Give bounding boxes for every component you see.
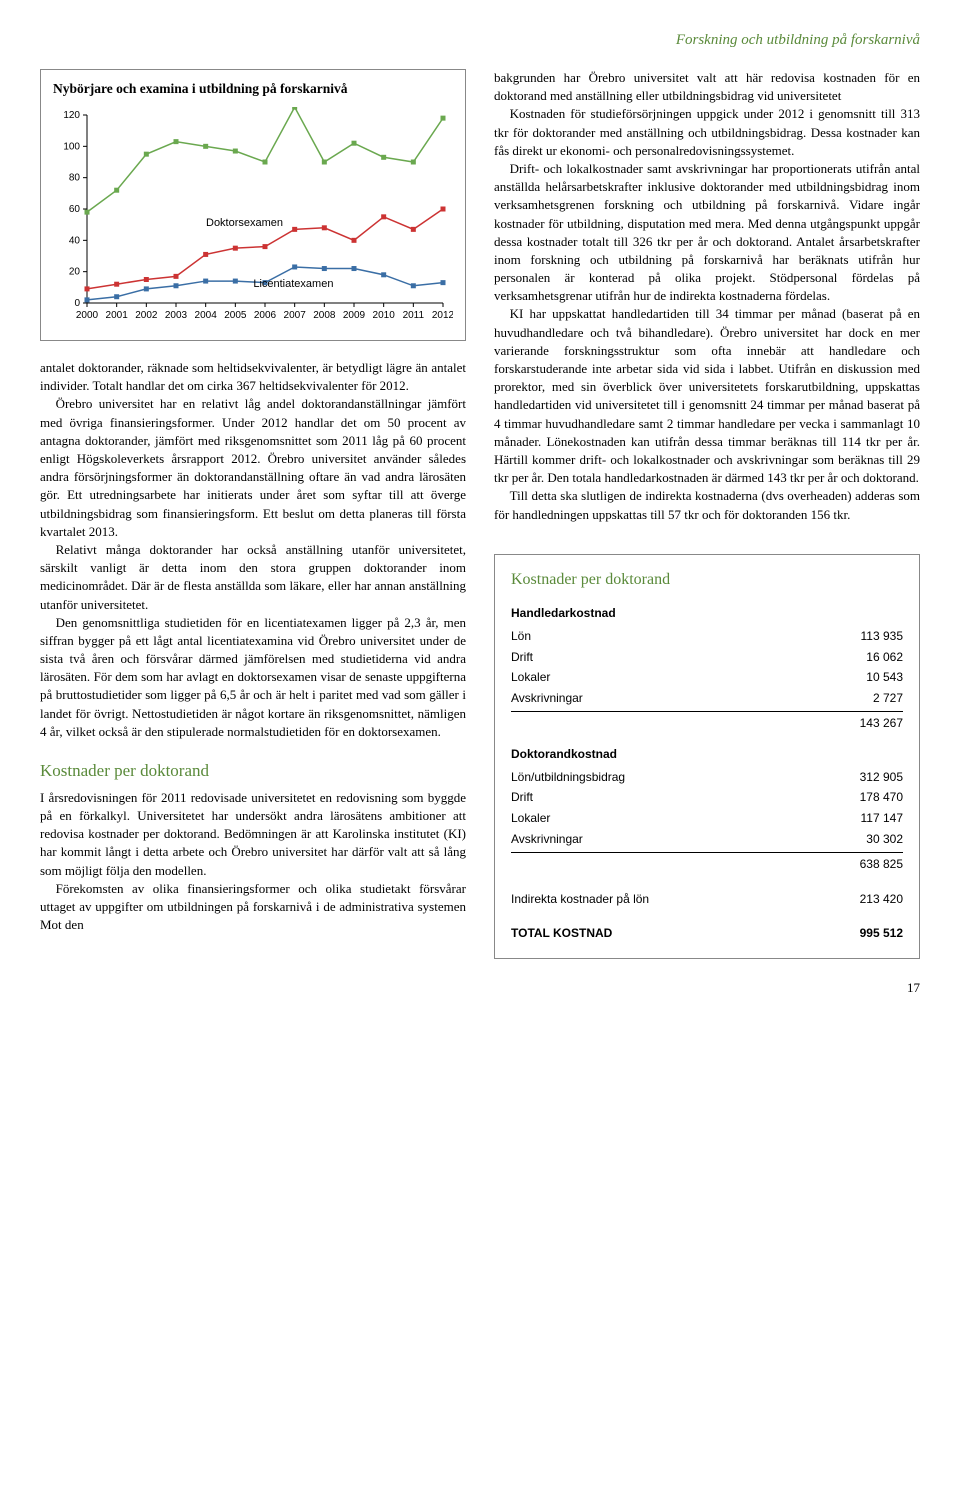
row-value: 113 935 [861, 628, 904, 645]
row-value: 117 147 [861, 810, 904, 827]
svg-text:2011: 2011 [403, 310, 425, 321]
svg-text:40: 40 [69, 235, 81, 246]
svg-text:2009: 2009 [343, 310, 366, 321]
svg-text:2005: 2005 [224, 310, 247, 321]
row-label: Lön/utbildningsbidrag [511, 769, 625, 786]
row-label: Avskrivningar [511, 690, 583, 707]
table-row: Indirekta kostnader på lön 213 420 [511, 889, 903, 910]
table-row: Lokaler 117 147 [511, 808, 903, 829]
svg-text:2012: 2012 [432, 310, 453, 321]
body-paragraph: Kostnaden för studieförsörjningen uppgic… [494, 105, 920, 160]
left-column: Nybörjare och examina i utbildning på fo… [40, 69, 466, 959]
row-label: Indirekta kostnader på lön [511, 891, 649, 908]
page-number: 17 [40, 979, 920, 997]
svg-text:Doktorsexamen: Doktorsexamen [206, 217, 283, 229]
body-paragraph: I årsredovisningen för 2011 redovisade u… [40, 789, 466, 880]
body-paragraph: Till detta ska slutligen de indirekta ko… [494, 487, 920, 523]
row-value: 2 727 [873, 690, 903, 707]
table-row-total: TOTAL KOSTNAD 995 512 [511, 923, 903, 944]
table-group-label: Handledarkostnad [511, 605, 903, 622]
svg-text:2006: 2006 [254, 310, 277, 321]
row-value: 16 062 [866, 649, 903, 666]
row-label: Lön [511, 628, 531, 645]
sum-value: 143 267 [860, 715, 903, 732]
table-group-label: Doktorandkostnad [511, 746, 903, 763]
cost-table: Kostnader per doktorand Handledarkostnad… [494, 554, 920, 960]
row-value: 312 905 [860, 769, 903, 786]
page-section-header: Forskning och utbildning på forskarnivå [40, 30, 920, 51]
table-row: Lokaler 10 543 [511, 667, 903, 688]
chart-container: Nybörjare och examina i utbildning på fo… [40, 69, 466, 341]
chart-title: Nybörjare och examina i utbildning på fo… [53, 80, 453, 99]
body-paragraph: bakgrunden har Örebro universitet valt a… [494, 69, 920, 105]
section-heading: Kostnader per doktorand [40, 759, 466, 783]
svg-text:2008: 2008 [313, 310, 336, 321]
svg-text:2001: 2001 [106, 310, 129, 321]
line-chart: 0 20 40 60 80 100 120 2000 2001 2002 2003 2004 2005 2… [53, 107, 453, 327]
body-paragraph: antalet doktorander, räknade som heltids… [40, 359, 466, 395]
row-label: Lokaler [511, 669, 550, 686]
row-label: Drift [511, 789, 533, 806]
table-heading: Kostnader per doktorand [511, 569, 903, 591]
body-paragraph: Förekomsten av olika finansieringsformer… [40, 880, 466, 935]
row-label: Avskrivningar [511, 831, 583, 848]
svg-text:120: 120 [63, 110, 80, 121]
svg-text:2002: 2002 [135, 310, 158, 321]
table-row-sum: 638 825 [511, 852, 903, 875]
svg-text:Licentiatexamen: Licentiatexamen [253, 278, 333, 290]
svg-text:2000: 2000 [76, 310, 99, 321]
body-paragraph: Örebro universitet har en relativt låg a… [40, 395, 466, 541]
row-label: Drift [511, 649, 533, 666]
svg-text:2010: 2010 [373, 310, 396, 321]
svg-text:100: 100 [63, 141, 80, 152]
two-column-layout: Nybörjare och examina i utbildning på fo… [40, 69, 920, 959]
body-paragraph: KI har uppskattat handledartiden till 34… [494, 305, 920, 487]
svg-text:0: 0 [74, 298, 80, 309]
table-row: Lön 113 935 [511, 626, 903, 647]
body-paragraph: Drift- och lokalkostnader samt avskrivni… [494, 160, 920, 306]
svg-text:2004: 2004 [195, 310, 218, 321]
row-value: 213 420 [860, 891, 903, 908]
svg-text:20: 20 [69, 267, 81, 278]
svg-text:80: 80 [69, 173, 81, 184]
sum-value: 638 825 [860, 856, 903, 873]
total-label: TOTAL KOSTNAD [511, 925, 612, 942]
right-column: bakgrunden har Örebro universitet valt a… [494, 69, 920, 959]
svg-text:2007: 2007 [284, 310, 307, 321]
table-row-sum: 143 267 [511, 711, 903, 734]
table-row: Avskrivningar 2 727 [511, 688, 903, 709]
row-value: 30 302 [866, 831, 903, 848]
table-row: Lön/utbildningsbidrag 312 905 [511, 767, 903, 788]
row-value: 178 470 [860, 789, 903, 806]
row-value: 10 543 [866, 669, 903, 686]
table-row: Avskrivningar 30 302 [511, 829, 903, 850]
svg-text:2003: 2003 [165, 310, 188, 321]
table-row: Drift 16 062 [511, 647, 903, 668]
total-value: 995 512 [860, 925, 903, 942]
table-row: Drift 178 470 [511, 787, 903, 808]
svg-text:60: 60 [69, 204, 81, 215]
body-paragraph: Relativt många doktorander har också ans… [40, 541, 466, 614]
row-label: Lokaler [511, 810, 550, 827]
body-paragraph: Den genomsnittliga studietiden för en li… [40, 614, 466, 741]
